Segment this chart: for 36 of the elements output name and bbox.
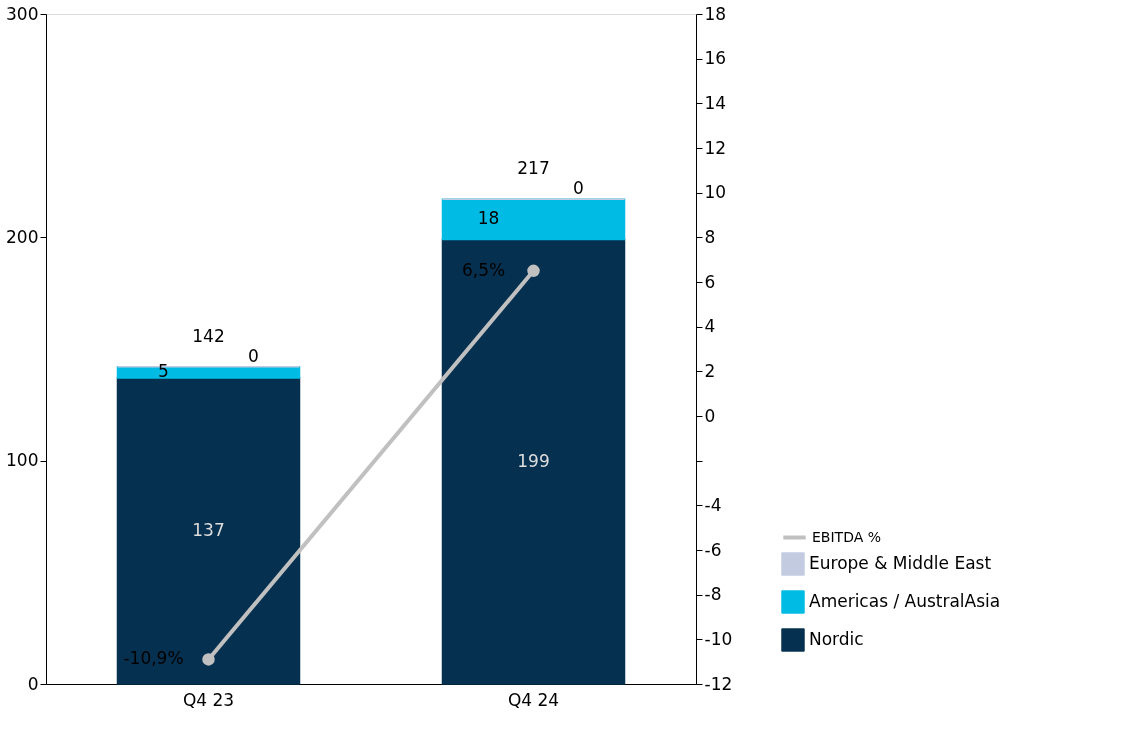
y2-tick-label: 8: [704, 226, 716, 247]
x-tick-label: Q4 23: [182, 689, 235, 710]
data-label: 5: [158, 361, 169, 382]
y2-tick-label: -12: [704, 673, 733, 694]
y2-tick-label: 18: [704, 3, 727, 24]
y2-tick-label: 16: [704, 48, 727, 69]
y2-tick-label: 4: [704, 316, 716, 337]
legend-label: Americas / AustralAsia: [809, 591, 1001, 611]
y-tick-label: 200: [6, 226, 39, 247]
total-label: 142: [192, 325, 225, 346]
y2-tick-label: 0: [704, 405, 716, 426]
y-tick-label: 300: [6, 3, 39, 24]
data-label: 18: [477, 208, 500, 229]
y2-tick-label: 10: [704, 182, 727, 203]
y-tick-label: 100: [6, 450, 39, 471]
data-label: -10,9%: [123, 648, 184, 669]
legend-label: Nordic: [809, 629, 864, 649]
data-label: 0: [248, 345, 259, 366]
data-label: 0: [573, 178, 584, 199]
data-label: 6,5%: [461, 259, 506, 280]
legend-label: Europe & Middle East: [809, 553, 992, 573]
y2-tick-label: -4: [704, 494, 722, 515]
y2-tick-label: 12: [704, 137, 727, 158]
y2-tick-label: 2: [704, 360, 716, 381]
y2-tick-label: -8: [704, 584, 722, 605]
total-label: 217: [517, 158, 550, 179]
x-tick-label: Q4 24: [507, 689, 560, 710]
y2-tick-label: 14: [704, 92, 727, 113]
y2-tick-label: -10: [704, 628, 733, 649]
data-label: 199: [517, 450, 550, 471]
y2-tick-label: -6: [704, 539, 722, 560]
legend-label: EBITDA %: [812, 528, 881, 545]
y2-tick-label: 6: [704, 271, 716, 292]
y-tick-label: 0: [27, 673, 39, 694]
data-label: 137: [192, 520, 225, 541]
bar: [441, 198, 626, 241]
